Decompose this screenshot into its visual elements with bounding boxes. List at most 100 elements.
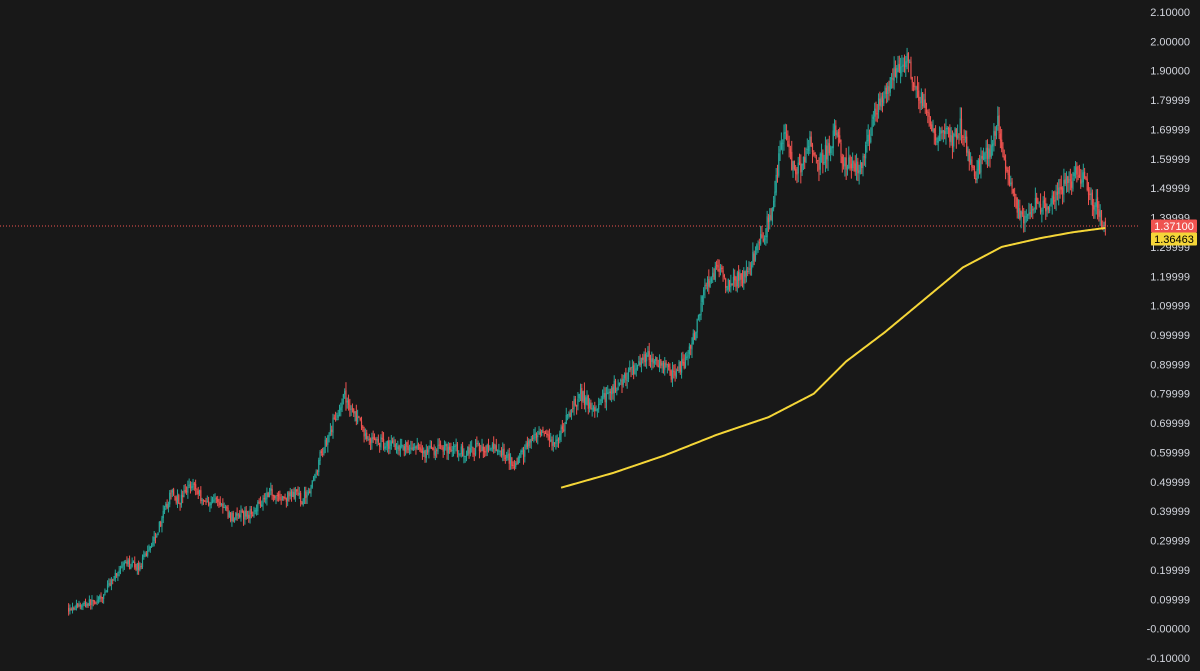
candle-body xyxy=(323,447,325,454)
candle-body xyxy=(1038,204,1040,206)
candle-body xyxy=(902,64,904,67)
candle-body xyxy=(581,388,583,402)
candle-body xyxy=(195,484,197,489)
candle-body xyxy=(214,498,216,500)
candle-body xyxy=(853,162,855,164)
candle-body xyxy=(611,387,613,395)
candle-body xyxy=(730,283,732,288)
candle-body xyxy=(557,439,560,441)
candle-body xyxy=(963,138,965,141)
candle-body xyxy=(141,557,144,567)
candle-body xyxy=(178,495,180,504)
candle-body xyxy=(512,464,514,467)
candle-body xyxy=(946,127,948,130)
candle-body xyxy=(590,403,592,410)
candle-body xyxy=(866,140,868,144)
candle-body xyxy=(393,443,395,445)
candle-body xyxy=(390,441,392,447)
candle-body xyxy=(897,63,899,69)
candle-body xyxy=(125,561,127,564)
candle-body xyxy=(395,449,398,451)
candle-body xyxy=(592,407,595,410)
candle-body xyxy=(283,496,285,498)
candle-body xyxy=(837,131,840,138)
candle-body xyxy=(560,427,562,435)
candle-body xyxy=(627,369,630,380)
candle-body xyxy=(775,174,777,193)
candle-body xyxy=(254,510,256,512)
candle-body xyxy=(382,439,385,449)
candle-body xyxy=(728,280,731,287)
candle-body xyxy=(646,354,648,362)
candle-body xyxy=(660,359,662,366)
candle-body xyxy=(995,126,998,136)
candle-body xyxy=(294,489,297,500)
candle-body xyxy=(968,151,970,162)
candle-body xyxy=(498,450,500,452)
candle-body xyxy=(1054,199,1056,202)
candle-body xyxy=(521,450,523,452)
candle-body xyxy=(954,127,956,133)
candle-body xyxy=(432,447,434,450)
candle-body xyxy=(1089,193,1091,195)
candle-body xyxy=(762,238,764,242)
candle-body xyxy=(888,86,890,92)
candle-body xyxy=(907,53,909,62)
candle-body xyxy=(495,445,497,451)
candle-body xyxy=(230,512,232,521)
candle-body xyxy=(1059,187,1061,189)
candle-body xyxy=(1068,178,1070,183)
candle-body xyxy=(747,271,749,273)
candle-body xyxy=(651,358,653,362)
candle-body xyxy=(301,502,303,505)
candle-body xyxy=(787,140,789,146)
candle-body xyxy=(668,364,670,367)
candle-body xyxy=(408,448,411,451)
candle-body xyxy=(110,579,113,586)
candle-body xyxy=(316,470,319,472)
candle-body xyxy=(83,602,85,605)
candle-body xyxy=(167,504,170,508)
candle-body xyxy=(507,453,509,456)
candle-body xyxy=(81,606,83,608)
candle-body xyxy=(1073,172,1075,177)
candle-body xyxy=(550,439,552,442)
candle-body xyxy=(570,409,573,417)
candle-body xyxy=(757,243,759,245)
candle-body xyxy=(1080,179,1082,184)
candle-body xyxy=(813,152,815,155)
candle-body xyxy=(185,490,188,493)
candle-body xyxy=(1063,180,1065,195)
price-axis[interactable]: 2.10000 2.00000 1.90000 1.79999 1.69999 1.599… xyxy=(1147,7,1190,665)
candle-body xyxy=(569,412,571,417)
candle-body xyxy=(658,359,661,369)
candle-body xyxy=(807,145,810,151)
candle-body xyxy=(836,133,838,136)
candle-body xyxy=(423,450,425,454)
candle-body xyxy=(817,160,819,162)
candle-body xyxy=(861,162,863,169)
candle-body xyxy=(173,489,175,495)
candle-body xyxy=(428,448,430,452)
candle-body xyxy=(765,235,767,238)
candle-body xyxy=(1055,191,1057,201)
candle-body xyxy=(789,148,792,154)
candle-body xyxy=(496,450,499,452)
candle-body xyxy=(814,153,816,157)
candle-body xyxy=(271,489,273,496)
candle-body xyxy=(163,508,166,512)
candle-body xyxy=(937,137,939,143)
candle-body xyxy=(953,133,955,147)
candle-body xyxy=(779,148,781,152)
candle-body xyxy=(911,77,913,83)
candle-body xyxy=(740,273,742,280)
candle-body xyxy=(785,133,788,141)
candle-body xyxy=(392,440,394,444)
candle-body xyxy=(166,503,168,509)
candle-body xyxy=(1025,216,1027,218)
candle-body xyxy=(639,362,641,366)
candle-body xyxy=(634,369,636,375)
candle-body xyxy=(500,450,503,456)
candle-body xyxy=(635,368,637,370)
